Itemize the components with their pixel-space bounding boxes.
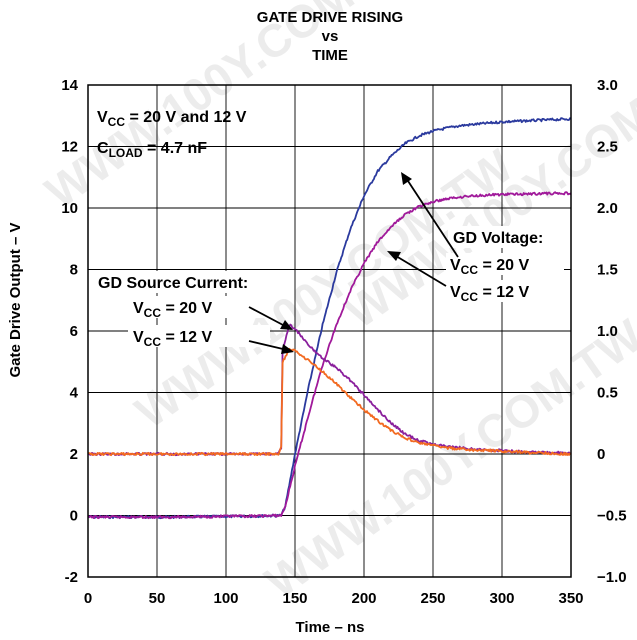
voltage-annotation: GD Voltage: VCC = 20 V VCC = 12 V bbox=[387, 172, 570, 304]
current-annotation-vcc12: VCC = 12 V bbox=[133, 329, 212, 349]
y-tick-label: 8 bbox=[70, 262, 78, 279]
voltage-title-bg bbox=[448, 226, 570, 248]
series-layer bbox=[87, 117, 572, 520]
arrow-current-20-line bbox=[248, 306, 284, 326]
y-tick-label: 4 bbox=[70, 385, 79, 402]
voltage-20-bg bbox=[446, 253, 564, 275]
y-tick-label: 14 bbox=[61, 77, 78, 94]
y2-tick-label: −1.0 bbox=[597, 569, 627, 586]
voltage-annotation-vcc12: VCC = 12 V bbox=[450, 284, 529, 304]
voltage-annotation-title: GD Voltage: bbox=[453, 230, 543, 247]
arrow-voltage-12-head bbox=[387, 251, 401, 261]
arrow-voltage-12-line bbox=[395, 255, 447, 287]
y-tick-label: 12 bbox=[61, 139, 78, 156]
conditions-line-2: CLOAD = 4.7 nF bbox=[97, 140, 207, 160]
x-tick-label: 300 bbox=[489, 590, 514, 607]
arrow-current-12-line bbox=[248, 340, 284, 350]
current-annotation-title: GD Source Current: bbox=[98, 275, 248, 292]
voltage-12-bg bbox=[446, 280, 564, 302]
series-gd-current-vcc12 bbox=[87, 347, 572, 457]
y2-tick-label: 2.5 bbox=[597, 139, 618, 156]
x-tick-label: 100 bbox=[213, 590, 238, 607]
x-tick-label: 50 bbox=[149, 590, 166, 607]
y2-tick-label: 3.0 bbox=[597, 77, 618, 94]
x-tick-label: 250 bbox=[420, 590, 445, 607]
y-tick-label: 10 bbox=[61, 200, 78, 217]
y-tick-label: -2 bbox=[65, 569, 78, 586]
tick-label-layer: -2 −1.0 0 −0.5 2 0 4 0.5 6 1.0 8 1.5 10 2.0 12 2.5 14 3.0… bbox=[61, 77, 626, 607]
plot-frame bbox=[87, 84, 572, 578]
y-tick-label: 6 bbox=[70, 323, 78, 340]
current-20-bg bbox=[128, 296, 270, 318]
current-annotation: GD Source Current: VCC = 20 V VCC = 12 V bbox=[94, 271, 294, 354]
conditions-line-1: VCC = 20 V and 12 V bbox=[97, 109, 247, 129]
current-annotation-vcc20: VCC = 20 V bbox=[133, 300, 212, 320]
current-title-bg bbox=[94, 271, 294, 293]
y2-tick-label: 0 bbox=[597, 446, 605, 463]
y2-tick-label: 1.0 bbox=[597, 323, 618, 340]
watermark-3: WWW.100Y.COM.TW bbox=[256, 309, 637, 608]
y2-tick-label: 0.5 bbox=[597, 385, 618, 402]
x-tick-label: 200 bbox=[351, 590, 376, 607]
x-tick-label: 150 bbox=[282, 590, 307, 607]
y2-tick-label: −0.5 bbox=[597, 508, 627, 525]
title-line-2: vs bbox=[322, 28, 339, 45]
arrow-voltage-20-head bbox=[401, 172, 412, 185]
series-gd-voltage-vcc12 bbox=[87, 191, 572, 520]
voltage-annotation-vcc20: VCC = 20 V bbox=[450, 257, 529, 277]
y2-tick-label: 1.5 bbox=[597, 262, 618, 279]
conditions-annotation: VCC = 20 V and 12 V CLOAD = 4.7 nF bbox=[97, 109, 247, 160]
current-12-bg bbox=[128, 325, 270, 347]
y2-tick-label: 2.0 bbox=[597, 200, 618, 217]
x-tick-label: 350 bbox=[558, 590, 583, 607]
arrow-current-20-head bbox=[280, 320, 293, 330]
title-line-1: GATE DRIVE RISING bbox=[257, 9, 403, 26]
y-axis-label: Gate Drive Output – V bbox=[7, 222, 24, 377]
chart-title: GATE DRIVE RISING vs TIME bbox=[257, 9, 403, 64]
x-axis-label: Time – ns bbox=[296, 619, 365, 636]
title-line-3: TIME bbox=[312, 47, 348, 64]
arrow-current-12-head bbox=[281, 344, 294, 354]
y-tick-label: 2 bbox=[70, 446, 78, 463]
x-tick-label: 0 bbox=[84, 590, 92, 607]
arrow-voltage-20-line bbox=[407, 180, 459, 258]
y-tick-label: 0 bbox=[70, 508, 78, 525]
